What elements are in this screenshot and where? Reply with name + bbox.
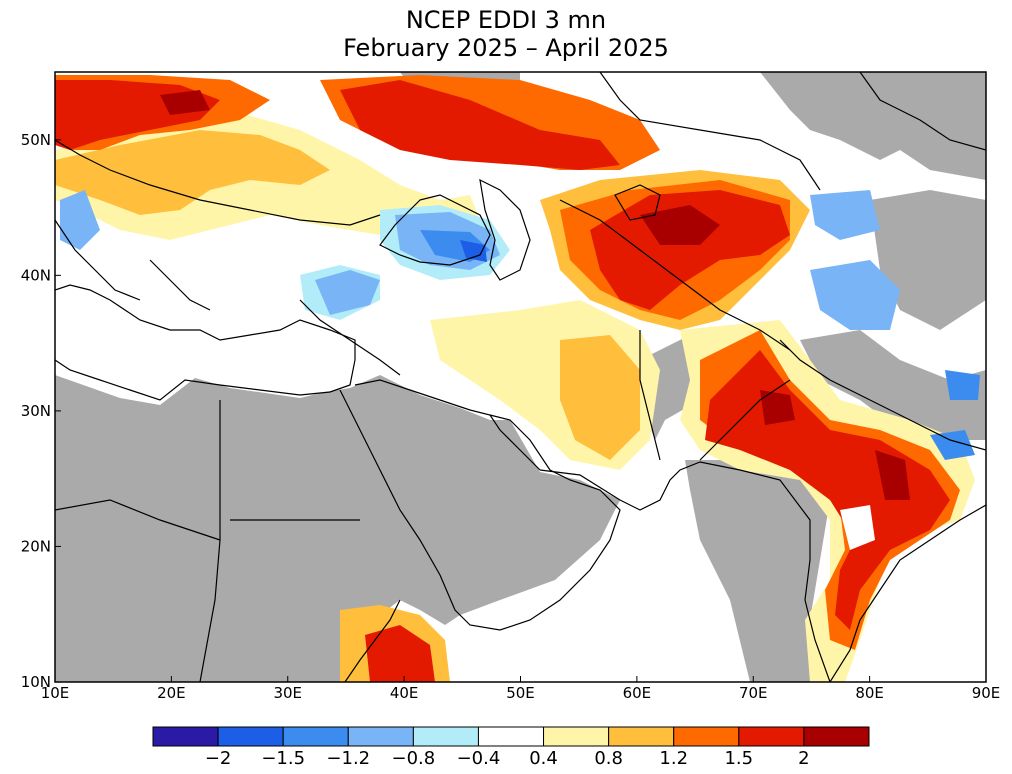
- colorbar-swatch: [803, 726, 870, 747]
- colorbar-swatch: [282, 726, 349, 747]
- colorbar-swatch: [608, 726, 675, 747]
- x-tick-label: 90E: [972, 684, 1001, 702]
- drying-zones: [55, 75, 975, 682]
- x-tick-label: 70E: [739, 684, 768, 702]
- africa-arabia-no-data: [55, 375, 620, 682]
- colorbar-label: −1.5: [261, 748, 305, 769]
- colorbar-label: −0.8: [392, 748, 436, 769]
- y-tick-label: 30N: [21, 402, 51, 420]
- coastlines: [55, 72, 986, 682]
- x-tick-label: 80E: [855, 684, 884, 702]
- x-tick-label: 50E: [506, 684, 535, 702]
- colorbar-swatch: [347, 726, 414, 747]
- colorbar-label: 2: [798, 748, 809, 769]
- colorbar-swatch: [543, 726, 610, 747]
- colorbar-label: −0.4: [457, 748, 501, 769]
- colorbar-swatch: [152, 726, 219, 747]
- x-tick-label: 40E: [390, 684, 419, 702]
- wetting-zones: [60, 190, 980, 460]
- colorbar-swatch: [738, 726, 805, 747]
- central-asia-no-data: [760, 72, 986, 180]
- colorbar: −2 −1.5 −1.2 −0.8 −0.4 0.4 0.8 1.2 1.5 2: [152, 726, 870, 769]
- y-tick-label: 20N: [21, 537, 51, 555]
- colorbar-label: 1.5: [724, 748, 753, 769]
- colorbar-label: 0.8: [594, 748, 623, 769]
- tibet-no-data: [800, 330, 986, 440]
- y-axis-ticks: 10N 20N 30N 40N 50N: [21, 131, 61, 691]
- colorbar-label: 0.4: [529, 748, 558, 769]
- x-tick-label: 60E: [623, 684, 652, 702]
- y-tick-label: 50N: [21, 131, 51, 149]
- india-west-no-data: [685, 460, 830, 682]
- colorbar-swatch: [412, 726, 479, 747]
- x-axis-ticks: 10E 20E 30E 40E 50E 60E 70E 80E 90E: [41, 676, 1001, 702]
- map-title: NCEP EDDI 3 mn: [405, 6, 607, 34]
- colorbar-label: 1.2: [659, 748, 688, 769]
- colorbar-swatch: [673, 726, 740, 747]
- colorbar-label: −2: [205, 748, 232, 769]
- no-data-regions: [55, 72, 986, 682]
- map-fields: [55, 72, 986, 682]
- colorbar-label: −1.2: [326, 748, 370, 769]
- colorbar-swatch: [477, 726, 545, 747]
- x-tick-label: 10E: [41, 684, 70, 702]
- x-tick-label: 30E: [273, 684, 302, 702]
- y-tick-label: 10N: [21, 673, 51, 691]
- y-tick-label: 40N: [21, 266, 51, 284]
- xinjiang-no-data: [870, 190, 986, 330]
- map-subtitle: February 2025 – April 2025: [343, 34, 669, 62]
- x-tick-label: 20E: [157, 684, 186, 702]
- colorbar-swatch: [217, 726, 284, 747]
